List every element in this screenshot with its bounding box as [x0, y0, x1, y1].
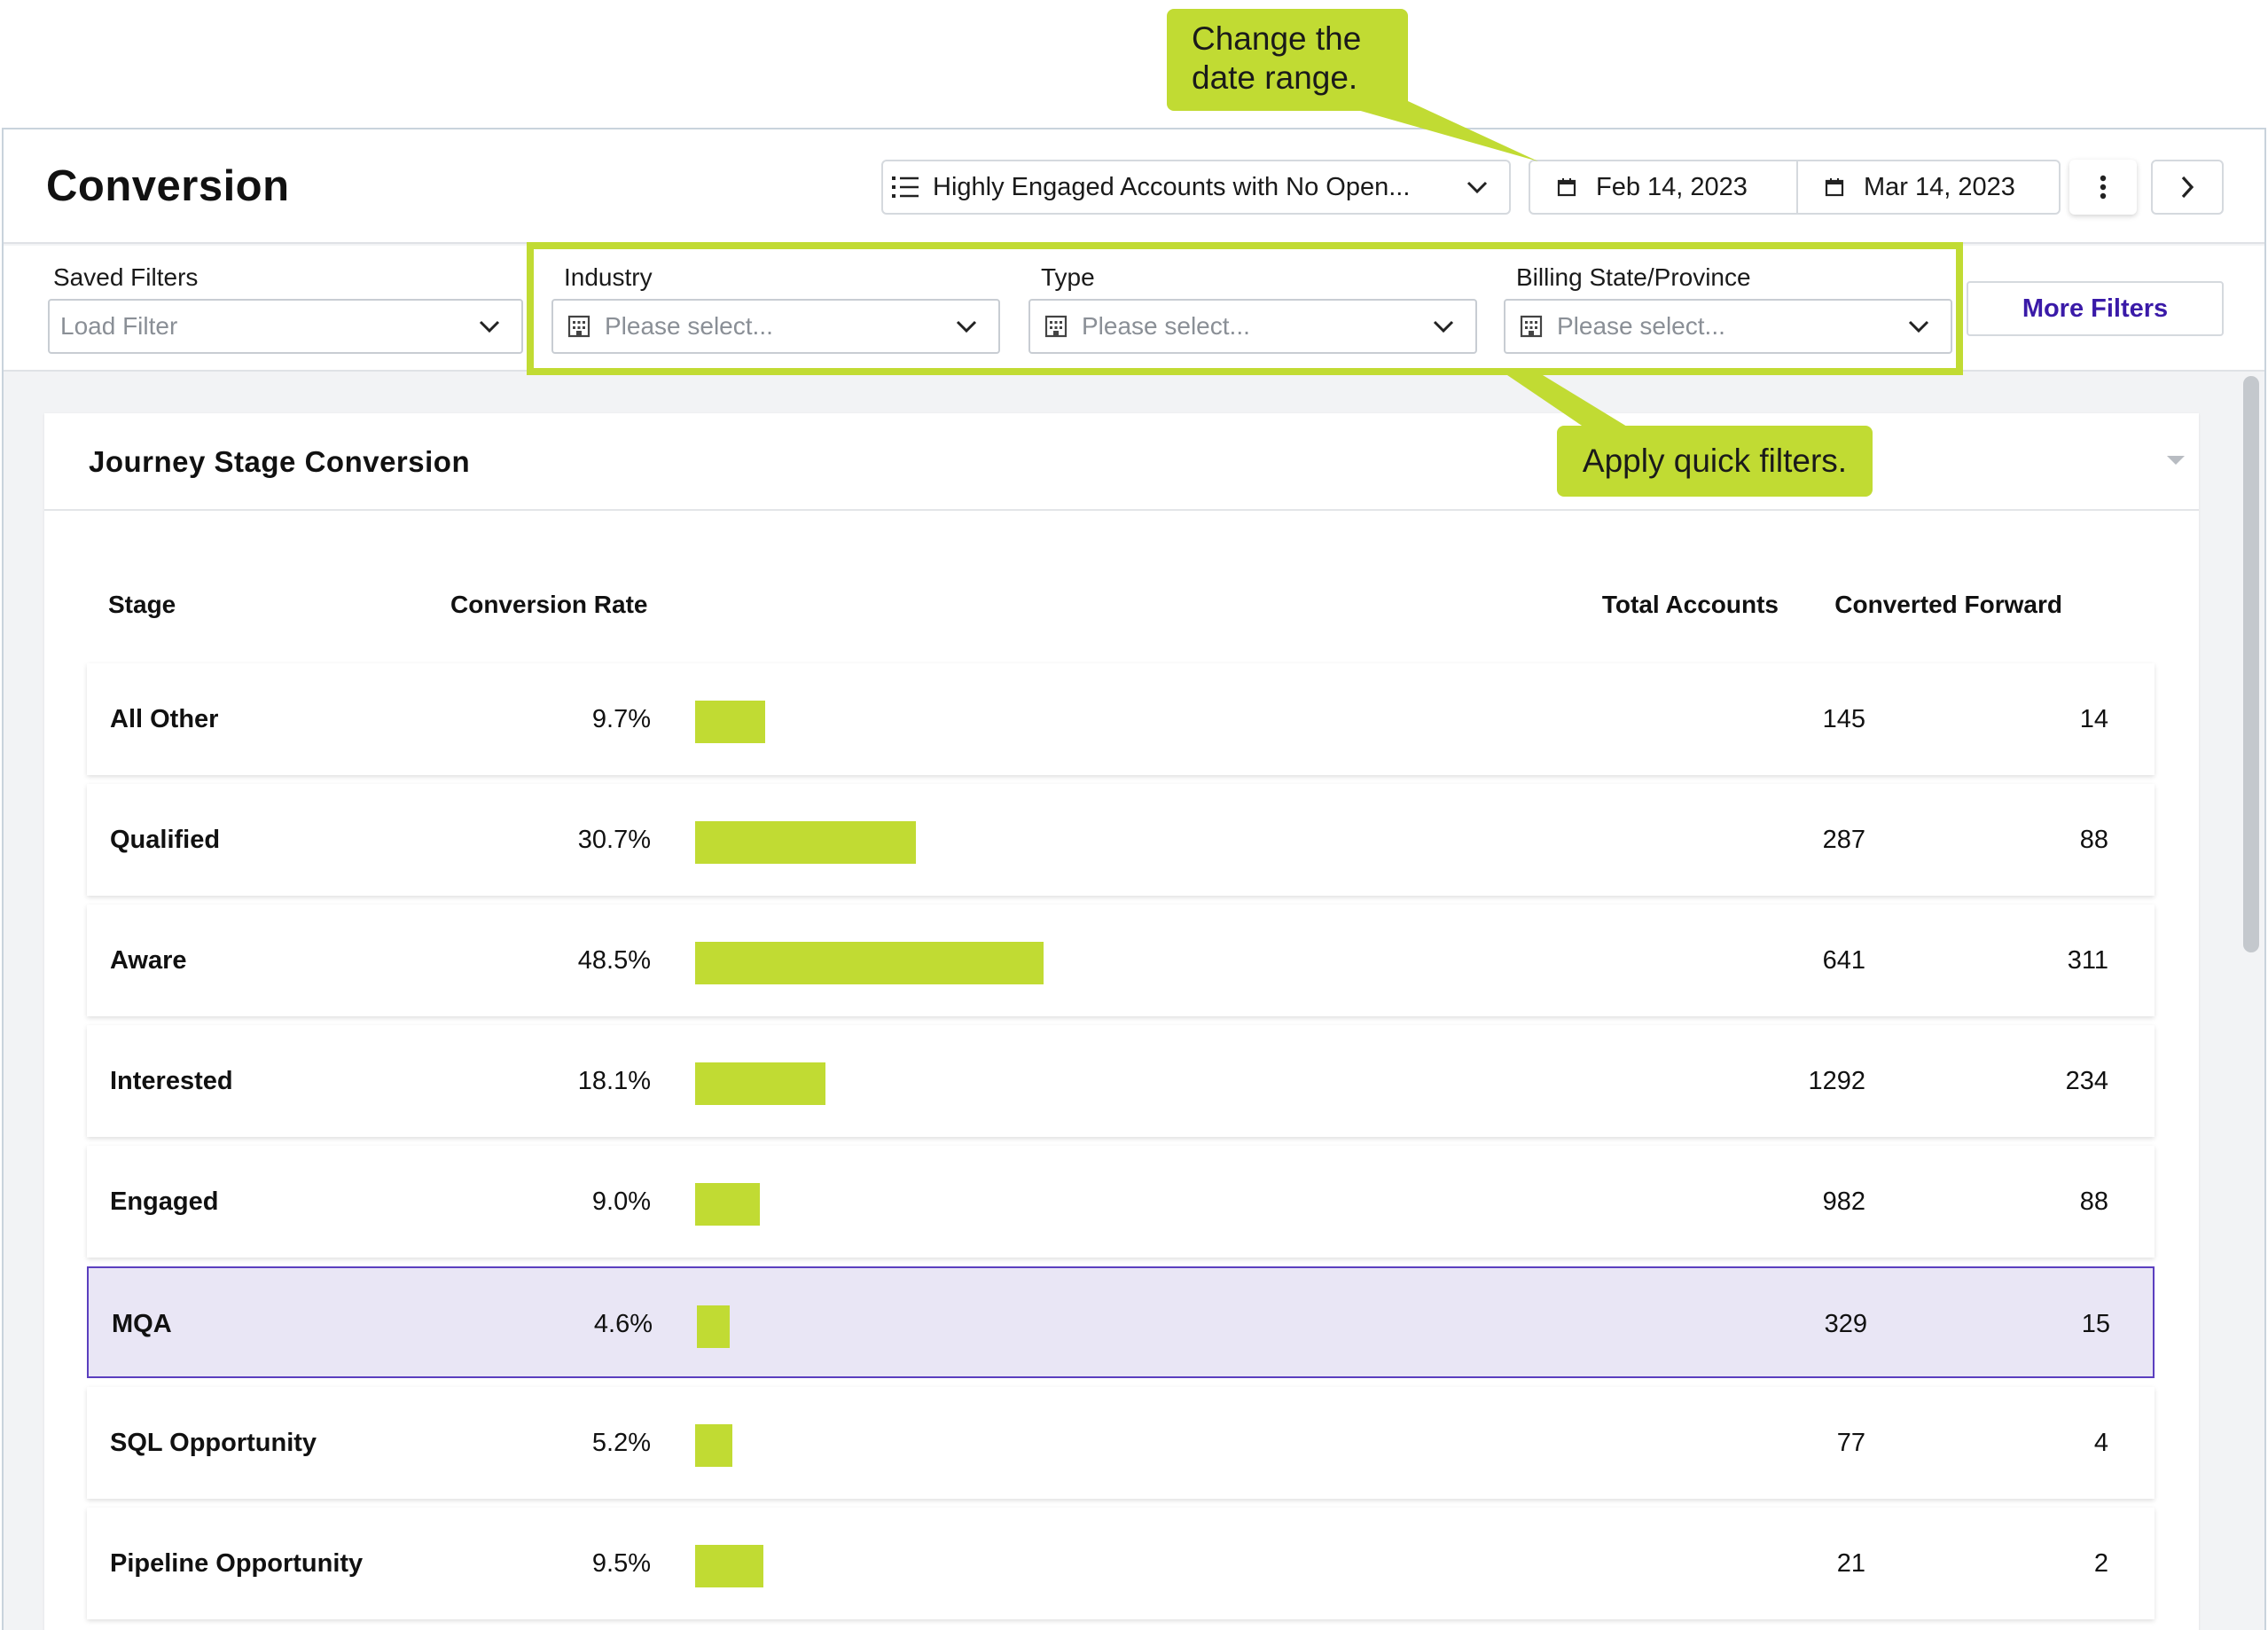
- load-filter-select[interactable]: Load Filter: [48, 299, 523, 354]
- total-accounts: 145: [1822, 705, 1865, 733]
- segment-select[interactable]: Highly Engaged Accounts with No Open...: [881, 160, 1511, 215]
- converted-forward: 4: [2093, 1429, 2108, 1457]
- calendar-icon: [1557, 178, 1576, 197]
- chevron-down-icon: [956, 320, 977, 333]
- start-date: Feb 14, 2023: [1596, 172, 1748, 201]
- table-row[interactable]: Pipeline Opportunity 9.5% 21 2: [87, 1508, 2155, 1619]
- stage-name: Qualified: [110, 826, 221, 854]
- stage-name: MQA: [112, 1310, 172, 1338]
- table-row[interactable]: Qualified 30.7% 287 88: [87, 784, 2155, 896]
- conversion-bar: [695, 942, 1044, 984]
- card-header: Journey Stage Conversion: [44, 413, 2199, 511]
- total-accounts: 21: [1836, 1549, 1865, 1578]
- conversion-rate: 9.7%: [591, 705, 651, 733]
- chevron-down-icon: [1908, 320, 1929, 333]
- building-icon: [1520, 315, 1543, 338]
- stage-name: Interested: [110, 1067, 233, 1095]
- table-row[interactable]: Engaged 9.0% 982 88: [87, 1146, 2155, 1258]
- end-date: Mar 14, 2023: [1864, 172, 2015, 201]
- card-title: Journey Stage Conversion: [89, 445, 471, 478]
- date-callout-line-2: date range.: [1192, 59, 1358, 96]
- type-label: Type: [1041, 263, 1095, 291]
- chevron-down-icon: [1433, 320, 1454, 333]
- page-title: Conversion: [46, 162, 290, 210]
- load-filter-placeholder: Load Filter: [60, 312, 178, 340]
- billing-state-placeholder: Please select...: [1557, 312, 1725, 340]
- quick-filters-highlight: [527, 242, 1963, 375]
- converted-forward: 2: [2093, 1549, 2108, 1578]
- conversion-rate: 30.7%: [577, 826, 651, 854]
- column-header-conversion-rate: Conversion Rate: [450, 591, 648, 618]
- conversion-bar: [695, 1062, 825, 1105]
- type-placeholder: Please select...: [1082, 312, 1250, 340]
- date-range-picker: Feb 14, 2023 Mar 14, 2023: [1529, 160, 2061, 215]
- stage-name: Engaged: [110, 1187, 219, 1216]
- total-accounts: 641: [1822, 946, 1865, 975]
- table-row[interactable]: Interested 18.1% 1292 234: [87, 1025, 2155, 1137]
- chevron-down-icon: [1466, 181, 1488, 194]
- total-accounts: 77: [1836, 1429, 1865, 1457]
- scrollbar-thumb[interactable]: [2243, 376, 2259, 952]
- next-button[interactable]: [2151, 160, 2224, 215]
- segment-label: Highly Engaged Accounts with No Open...: [933, 172, 1411, 201]
- column-header-stage: Stage: [108, 591, 176, 618]
- column-header-converted-forward: Converted Forward: [1834, 591, 2062, 618]
- conversion-rate: 5.2%: [591, 1429, 651, 1457]
- table-row[interactable]: All Other 9.7% 145 14: [87, 663, 2155, 775]
- converted-forward: 88: [2079, 826, 2108, 854]
- conversion-rate: 9.0%: [591, 1187, 651, 1216]
- date-callout-line-1: Change the: [1192, 20, 1362, 57]
- conversion-rate: 48.5%: [577, 946, 651, 975]
- industry-select[interactable]: Please select...: [551, 299, 1000, 354]
- chevron-right-icon: [2181, 176, 2194, 199]
- total-accounts: 1292: [1808, 1067, 1865, 1095]
- conversion-bar: [695, 1424, 732, 1467]
- end-date-field[interactable]: Mar 14, 2023: [1796, 161, 2059, 213]
- table-row-selected[interactable]: MQA 4.6% 329 15: [87, 1266, 2155, 1378]
- building-icon: [1044, 315, 1068, 338]
- table-row[interactable]: Aware 48.5% 641 311: [87, 905, 2155, 1016]
- conversion-bar: [695, 1545, 763, 1587]
- stage-name: All Other: [110, 705, 219, 733]
- total-accounts: 982: [1822, 1187, 1865, 1216]
- column-header-total-accounts: Total Accounts: [1601, 591, 1779, 618]
- building-icon: [567, 315, 590, 338]
- converted-forward: 234: [2065, 1067, 2108, 1095]
- conversion-rate: 9.5%: [591, 1549, 651, 1578]
- kebab-icon: [2100, 175, 2107, 200]
- conversion-bar: [695, 1183, 760, 1226]
- conversion-bar: [697, 1305, 730, 1348]
- industry-label: Industry: [564, 263, 653, 291]
- start-date-field[interactable]: Feb 14, 2023: [1530, 161, 1796, 213]
- calendar-icon: [1825, 178, 1844, 197]
- page-header: Conversion Highly Engaged Accounts with …: [4, 129, 2264, 244]
- stage-name: Aware: [110, 946, 187, 975]
- conversion-rate: 4.6%: [593, 1310, 653, 1338]
- converted-forward: 14: [2079, 705, 2108, 733]
- table-row[interactable]: SQL Opportunity 5.2% 77 4: [87, 1387, 2155, 1499]
- more-filters-button[interactable]: More Filters: [1967, 281, 2224, 336]
- saved-filters-label: Saved Filters: [53, 263, 199, 291]
- industry-placeholder: Please select...: [605, 312, 773, 340]
- stage-name: Pipeline Opportunity: [110, 1549, 364, 1578]
- conversion-rate: 18.1%: [577, 1067, 651, 1095]
- quick-filters-callout: Apply quick filters.: [1557, 426, 1873, 497]
- total-accounts: 287: [1822, 826, 1865, 854]
- list-icon: [892, 176, 919, 198]
- converted-forward: 15: [2081, 1310, 2110, 1338]
- type-select[interactable]: Please select...: [1028, 299, 1477, 354]
- date-range-callout: Change the date range.: [1167, 9, 1408, 111]
- total-accounts: 329: [1824, 1310, 1867, 1338]
- converted-forward: 88: [2079, 1187, 2108, 1216]
- more-options-button[interactable]: [2069, 160, 2137, 215]
- chevron-down-icon: [479, 320, 500, 333]
- conversion-bar: [695, 701, 765, 743]
- filter-bar: Saved Filters Load Filter Industry Pleas…: [4, 246, 2264, 372]
- billing-state-label: Billing State/Province: [1516, 263, 1751, 291]
- collapse-caret-icon[interactable]: [2167, 456, 2185, 465]
- stage-name: SQL Opportunity: [110, 1429, 317, 1457]
- conversion-bar: [695, 821, 916, 864]
- billing-state-select[interactable]: Please select...: [1504, 299, 1952, 354]
- converted-forward: 311: [2067, 946, 2108, 975]
